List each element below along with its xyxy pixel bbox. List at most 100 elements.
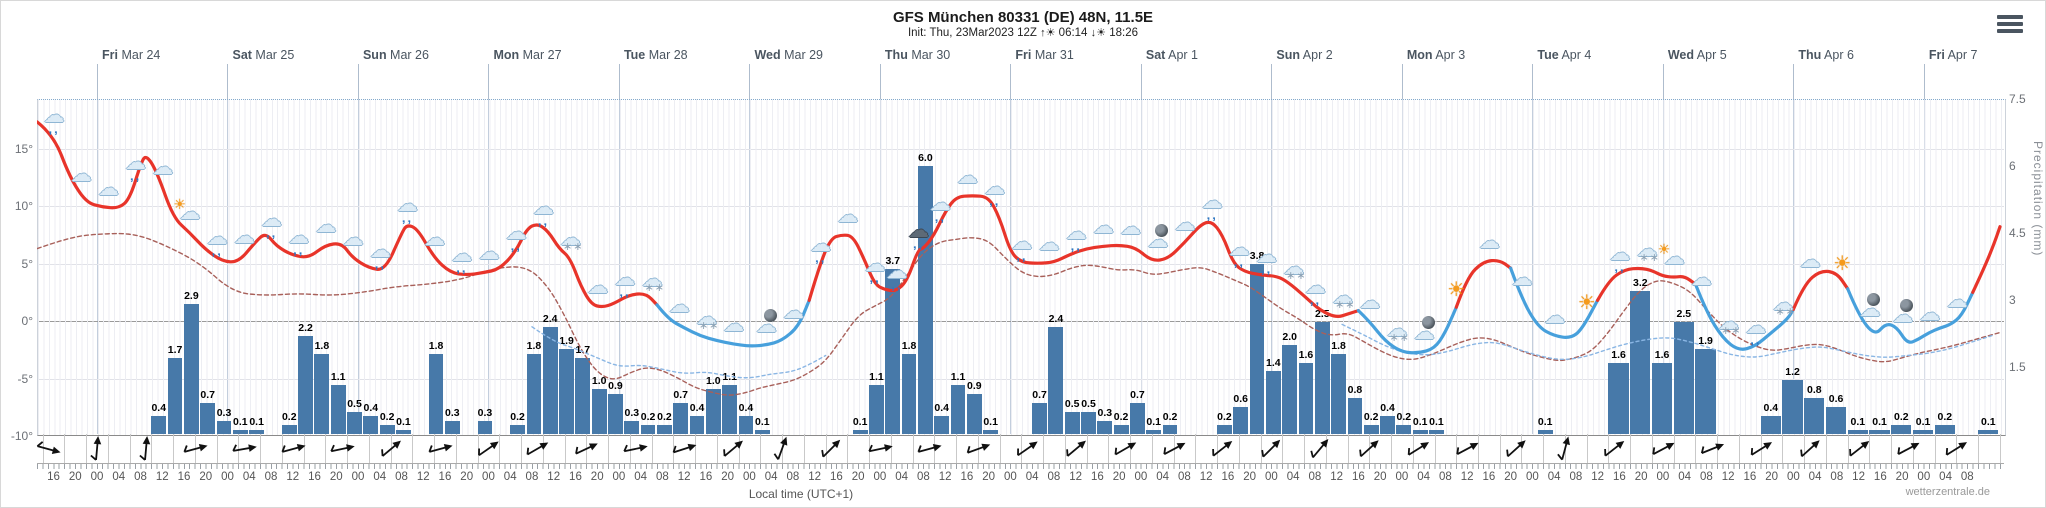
wind-band-divider: [1173, 434, 1175, 463]
wind-band-divider: [1477, 434, 1479, 463]
wind-band-divider: [107, 434, 109, 463]
hour-tick-label: 04: [1808, 471, 1822, 483]
precip-bar-value: 1.7: [575, 344, 591, 357]
hour-tick-label: 08: [917, 471, 930, 483]
hour-tick-label: 00: [221, 471, 234, 483]
hour-tick-label: 04: [503, 471, 517, 483]
wind-band-divider: [1543, 434, 1545, 463]
wind-band-divider: [716, 434, 718, 463]
hour-tick-label: 12: [1199, 471, 1213, 483]
wind-band-divider: [651, 434, 653, 463]
precip-bar: [151, 416, 167, 434]
precip-bar: [1097, 420, 1113, 434]
wind-band-divider: [1717, 434, 1719, 463]
day-label: Sun Mar 26: [362, 48, 429, 62]
precip-bar-value: 0.7: [200, 388, 216, 401]
precip-bar: [1651, 362, 1673, 434]
hour-tick-label: 08: [1830, 471, 1844, 483]
precip-bar: [852, 429, 868, 434]
wind-band-divider: [564, 434, 566, 463]
day-label: Sat Mar 25: [232, 48, 295, 62]
wind-band-divider: [760, 434, 762, 463]
day-tick-mark: [227, 64, 229, 99]
precip-bar-value: 1.1: [722, 370, 737, 383]
hour-tick-label: 12: [1721, 471, 1735, 483]
hour-tick-label: 16: [1873, 471, 1887, 483]
day-tick-mark: [1010, 64, 1012, 99]
precip-bar-value: 0.3: [624, 406, 640, 419]
hour-tick-label: 20: [460, 471, 474, 483]
precip-bar-value: 0.1: [1537, 415, 1553, 428]
hour-tick-label: 04: [1417, 471, 1431, 483]
hour-tick-label: 20: [590, 471, 604, 483]
hour-tick-label: 16: [1743, 471, 1757, 483]
wind-band-divider: [1325, 434, 1327, 463]
wind-band-divider: [869, 434, 871, 463]
precip-bar-value: 0.1: [1412, 415, 1428, 428]
wind-band-divider: [1564, 434, 1566, 463]
hour-tick-label: 16: [1351, 471, 1365, 483]
wind-direction-arrow: [1059, 432, 1093, 466]
precip-bar: [1282, 344, 1298, 434]
wind-direction-arrow: [716, 432, 750, 466]
wind-band-divider: [1108, 434, 1110, 463]
hamburger-menu-icon[interactable]: [1997, 15, 2023, 35]
precip-bar-value: 0.2: [1217, 411, 1232, 424]
right-axis-tick-label: 7.5: [2009, 91, 2026, 106]
left-axis-tick-label: -10°: [10, 429, 33, 443]
wind-direction-arrow: [1401, 432, 1435, 466]
precip-bar: [689, 416, 705, 434]
precip-bar-value: 0.2: [640, 411, 656, 424]
wind-band-divider: [977, 434, 979, 463]
hour-tick-label: 00: [1134, 471, 1148, 483]
precip-bar-value: 0.4: [689, 402, 705, 415]
hour-tick-label: 08: [525, 471, 539, 483]
day-tick-mark: [1662, 64, 1664, 99]
precip-bar-value: 0.6: [1828, 393, 1844, 406]
wind-band-divider: [1521, 434, 1523, 463]
wind-band-divider: [1782, 434, 1784, 463]
precip-bar: [983, 429, 999, 434]
hour-tick-label: 16: [47, 471, 60, 483]
wind-direction-arrow: [667, 432, 701, 466]
wind-band-divider: [86, 434, 88, 463]
hour-tick-label: 12: [155, 471, 169, 483]
wind-direction-arrow: [1108, 432, 1142, 466]
day-label: Thu Mar 30: [884, 48, 951, 62]
hour-tick-label: 08: [1177, 471, 1191, 483]
wind-band-divider: [64, 434, 66, 463]
wind-band-divider: [1499, 434, 1501, 463]
wind-band-divider: [347, 434, 349, 463]
precip-bar: [1537, 429, 1553, 434]
hour-tick-label: 16: [308, 471, 321, 483]
precip-bar: [640, 425, 656, 434]
precip-bar: [657, 425, 672, 434]
hour-tick-label: 16: [1221, 471, 1235, 483]
precip-bar: [901, 353, 917, 434]
wind-band-divider: [1847, 434, 1849, 463]
hour-tick-label: 08: [395, 471, 408, 483]
precip-bar: [934, 416, 950, 434]
wind-band-divider: [1130, 434, 1132, 463]
wind-direction-arrow: [227, 432, 261, 466]
wind-band-divider: [412, 434, 414, 463]
precip-bar: [1630, 291, 1651, 434]
hour-tick-label: 00: [1395, 471, 1409, 483]
sunrise-time: 06:14: [1058, 27, 1088, 39]
hour-tick-label: 16: [699, 471, 713, 483]
precip-bar-value: 0.2: [1162, 411, 1178, 424]
wind-direction-arrow: [129, 432, 163, 466]
precip-bar-value: 1.8: [314, 339, 330, 352]
precip-bar: [1265, 371, 1281, 434]
day-label: Fri Apr 7: [1928, 48, 1978, 62]
precip-bar-value: 0.4: [934, 402, 950, 415]
precip-bar: [1782, 380, 1803, 434]
hour-tick-strip: [37, 464, 2004, 469]
precip-bar-value: 0.1: [1981, 415, 1996, 428]
precip-bar: [1217, 425, 1232, 434]
wind-direction-arrow: [31, 432, 65, 466]
precip-bar: [1825, 407, 1847, 434]
precip-bar: [1331, 353, 1346, 434]
precip-bar-value: 1.1: [950, 370, 966, 383]
hour-tick-label: 04: [764, 471, 778, 483]
